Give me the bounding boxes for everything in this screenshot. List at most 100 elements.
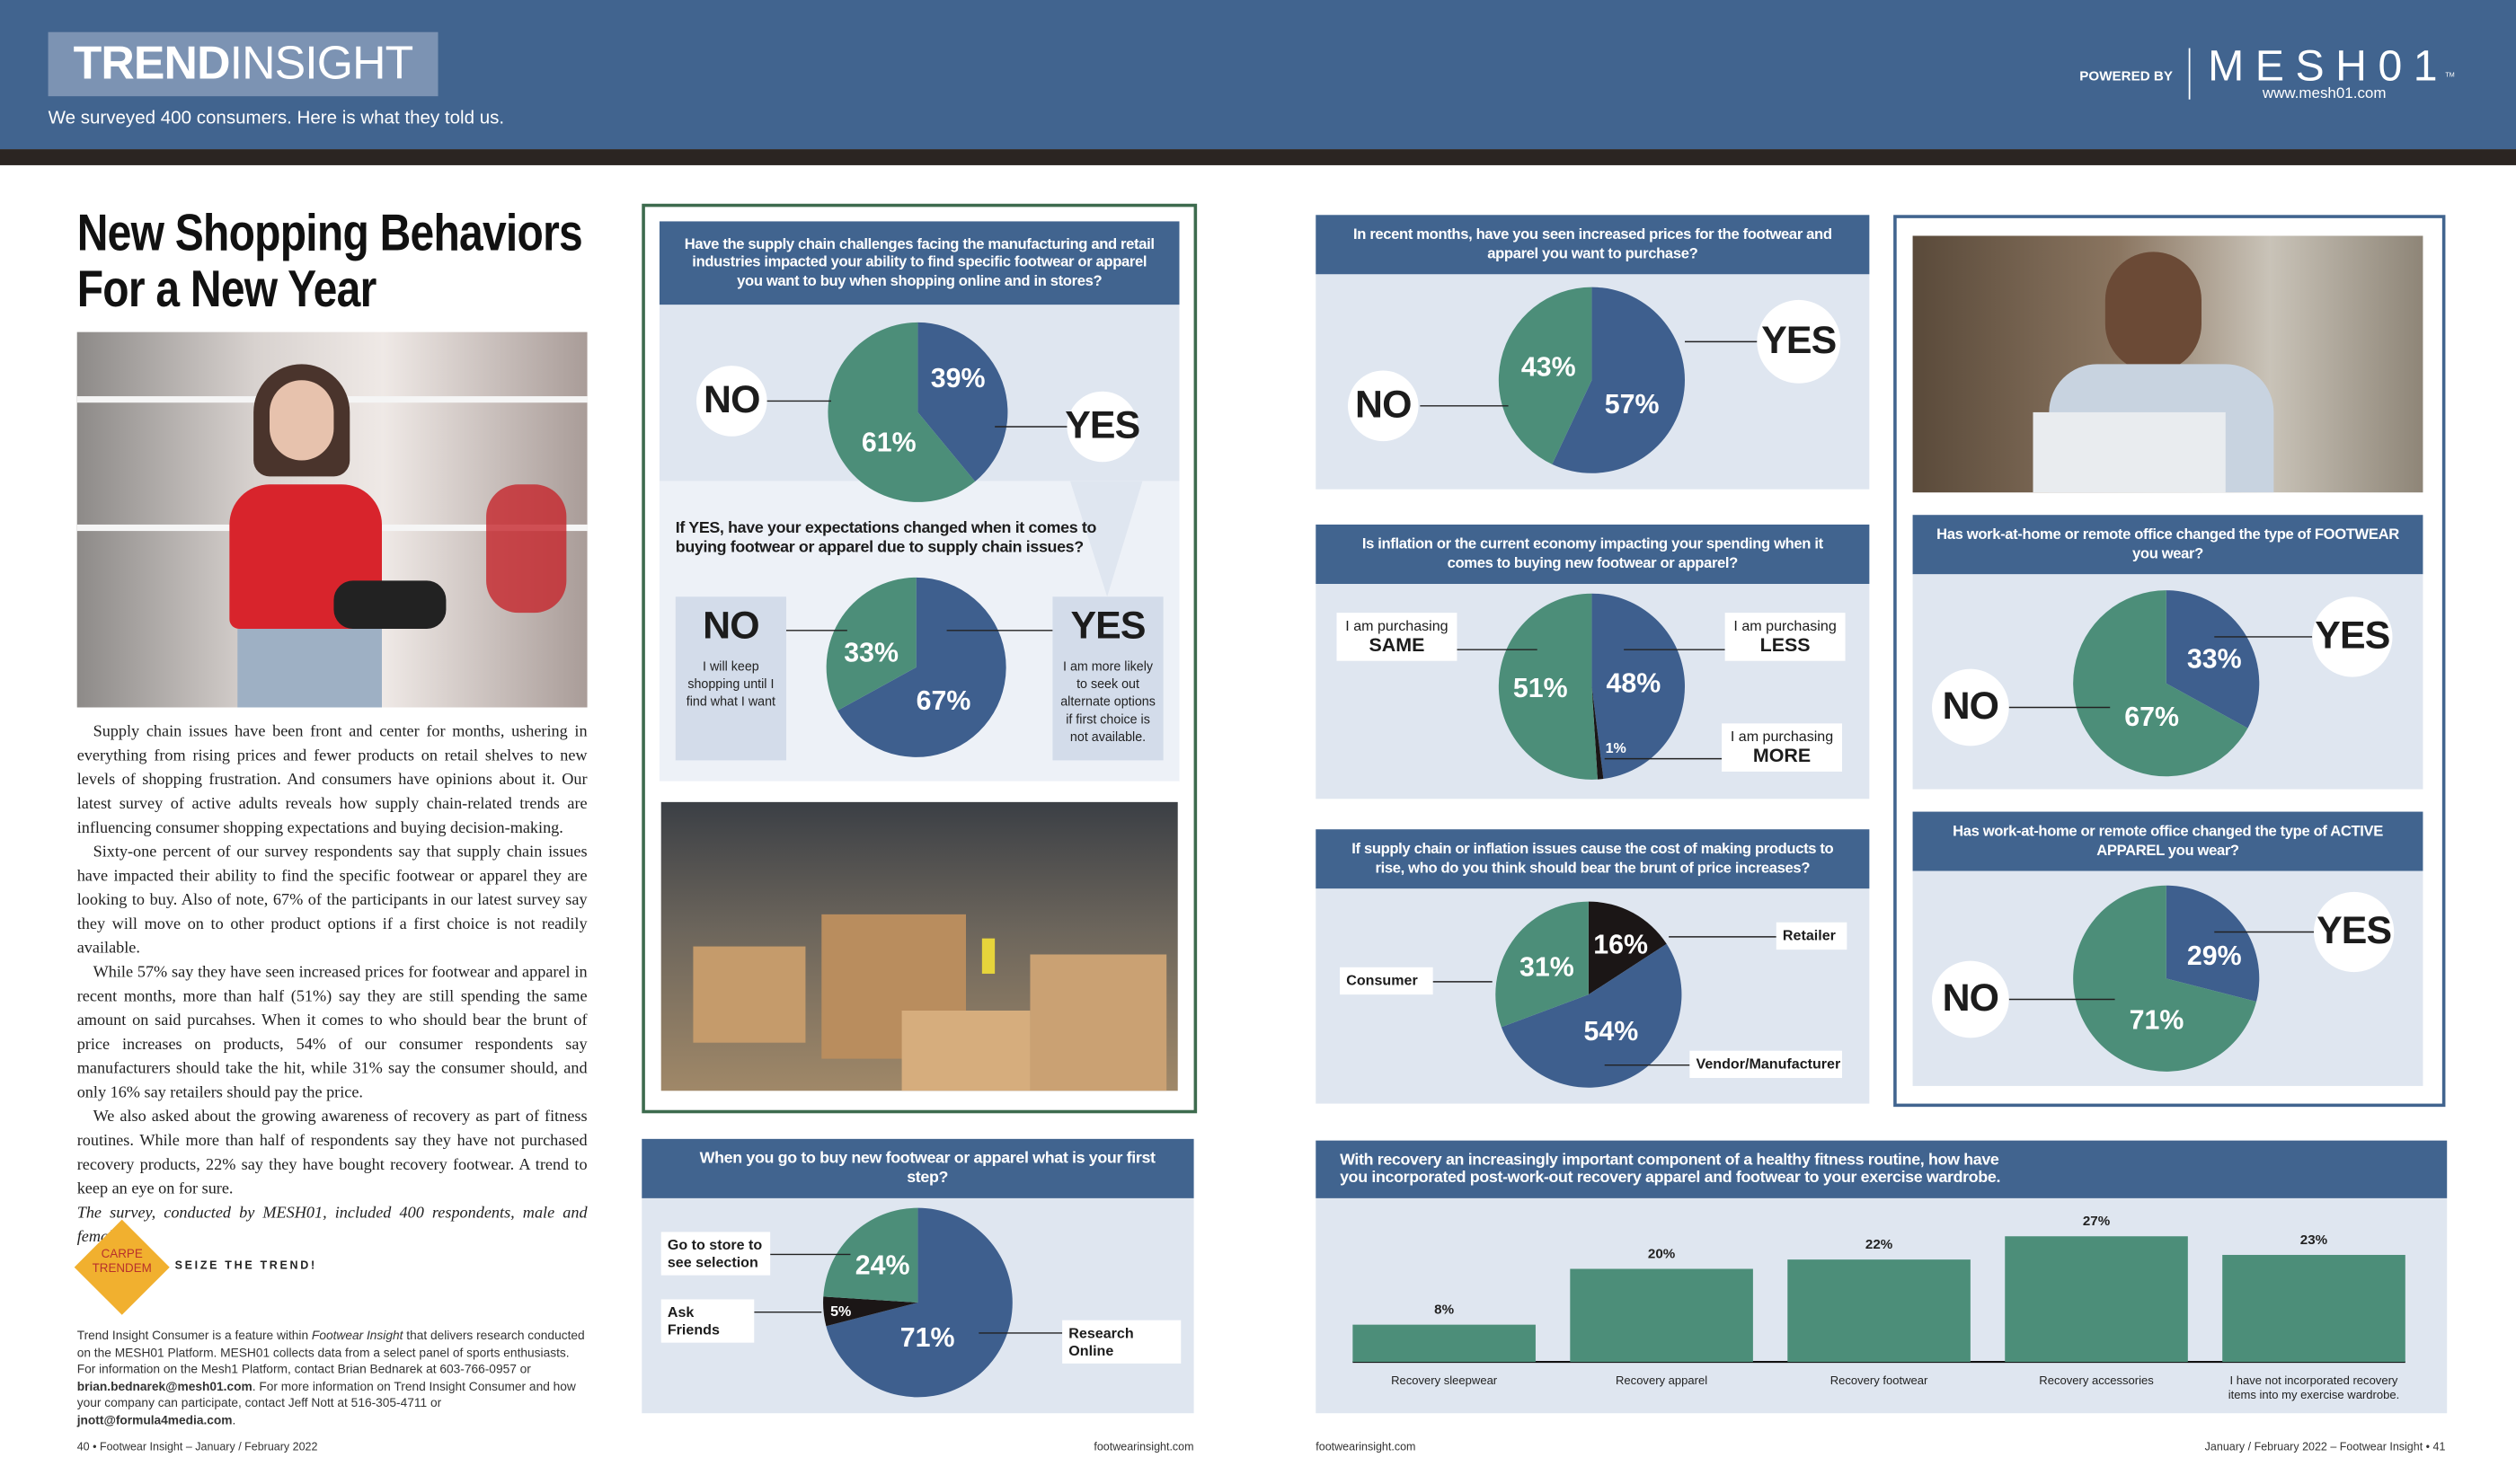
category-box: Go to store to see selection [660,1232,771,1276]
paragraph: While 57% say they have seen increased p… [76,964,588,1102]
pie-slice [2166,885,2260,1003]
brand-box: TREND INSIGHT [48,31,439,97]
powered-by: POWERED BY [2079,66,2174,84]
face [269,380,334,461]
footnote-text: . [232,1413,236,1428]
photo-shopper [76,331,588,708]
category-label: NO [1931,960,2009,1038]
pie-slice [837,577,1006,757]
footer-left: 40 • Footwear Insight – January / Februa… [76,1442,318,1453]
percent-label: 24% [855,1251,910,1281]
category-label: YES [1065,391,1140,463]
pie-slice [1498,287,1592,464]
divider [2188,48,2191,100]
panel-border [642,203,1198,1114]
category-label: Consumer [1346,972,1418,988]
percent-label: 61% [862,428,917,458]
value-label: 23% [2300,1232,2328,1248]
percent-label: 71% [2130,1006,2184,1036]
category-label: YES [1070,605,1146,649]
category-label: LESS [1759,633,1811,657]
percent-label: 51% [1513,674,1568,703]
question-text: If YES, have your expectations changed w… [675,519,1097,557]
category-label: YES [2312,596,2393,677]
x-tick-label: Recovery footwear [1829,1373,1928,1388]
callout-notch [1070,481,1143,597]
category-prefix: I am purchasing [1345,617,1448,634]
bar [2222,1254,2405,1363]
footer-url: footwearinsight.com [1094,1442,1194,1453]
category-description: I am more likely to seek out alternate o… [1060,658,1156,745]
category-box: I am purchasing LESS [1724,613,1846,661]
percent-label: 16% [1593,931,1648,960]
category-box: I am purchasing SAME [1336,613,1457,661]
category-label: NO [1931,668,2009,746]
bar [1787,1259,1971,1363]
category-label: YES [2313,891,2395,973]
bar [1352,1324,1536,1363]
footnote-emphasis: Footwear Insight [311,1328,403,1343]
category-label: Retailer [1782,927,1836,943]
category-box: I am purchasing MORE [1722,723,1842,772]
photo-warehouse [660,801,1178,1091]
question-header: Is inflation or the current economy impa… [1316,524,1870,584]
pie-slice [1588,901,1667,995]
value-label: 20% [1648,1246,1676,1261]
article-title: New Shopping Behaviors For a New Year [76,203,583,318]
mirror-shirt [486,484,567,614]
paragraph: We also asked about the growing awarenes… [76,1108,588,1198]
badge-slogan: SEIZE THE TREND! [174,1260,317,1273]
category-label: MORE [1752,744,1812,767]
category-label: YES [1757,299,1841,384]
footer-right: January / February 2022 – Footwear Insig… [2204,1442,2446,1453]
percent-label: 67% [917,686,971,716]
category-label: NO [695,366,767,437]
logo-tm: TM [2445,70,2455,79]
pie-slice [1591,593,1686,780]
category-box: Consumer [1340,967,1433,994]
shoe [333,580,447,629]
question-header: Has work-at-home or remote office change… [1912,811,2423,871]
footer-url: footwearinsight.com [1316,1442,1416,1453]
pie-slice [1495,901,1589,1028]
x-tick-label: I have not incorporated recovery items i… [2228,1373,2400,1402]
pie-slice [917,322,1008,481]
category-box: Ask Friends [660,1299,755,1343]
logo: MESH01 [2208,41,2450,90]
footnote-text: . For more information on Trend Insight … [76,1379,576,1411]
percent-label: 31% [1519,953,1574,983]
worker [981,938,996,974]
question-header: Has work-at-home or remote office change… [1912,515,2423,575]
category-tile: YES I am more likely to seek out alternat… [1052,596,1164,761]
percent-label: 33% [2187,645,2242,675]
category-label: Go to store to see selection [667,1236,763,1270]
pie-slice [826,577,917,711]
category-label: Research Online [1068,1324,1134,1358]
bar [1570,1268,1753,1363]
percent-label: 57% [1605,390,1660,420]
footnote-email: brian.bednarek@mesh01.com [76,1379,252,1394]
value-label: 22% [1865,1237,1893,1252]
value-label: 8% [1434,1303,1454,1318]
category-prefix: I am purchasing [1733,617,1837,634]
question-header: Have the supply chain challenges facing … [659,221,1180,305]
category-label: SAME [1369,633,1425,657]
pie-slice [826,1207,1013,1398]
footnote-email: jnott@formula4media.com [76,1413,233,1428]
category-label: NO [703,605,759,649]
head [2104,252,2202,373]
box [1030,954,1167,1091]
category-description: I will keep shopping until I find what I… [686,658,776,710]
percent-label: 39% [931,364,986,393]
pie-slice [1552,287,1685,473]
pie-slice [1498,593,1598,780]
tagline: We surveyed 400 consumers. Here is what … [48,109,505,128]
panel-border [1893,215,2446,1108]
category-label: Vendor/Manufacturer [1696,1055,1841,1072]
photo-man [1912,235,2423,493]
percent-label: 1% [1606,740,1626,756]
